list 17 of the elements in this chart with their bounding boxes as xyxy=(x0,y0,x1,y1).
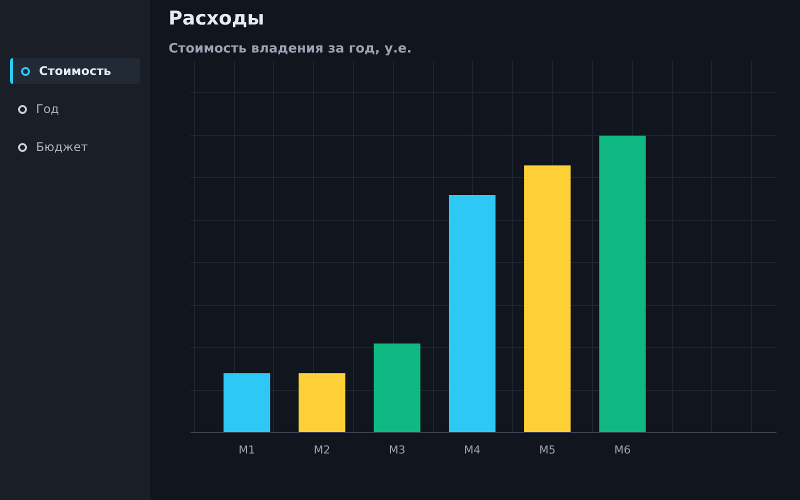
chart-subtitle: Стоимость владения за год, у.е. xyxy=(168,42,412,56)
bar xyxy=(224,373,270,432)
x-tick-label: M2 xyxy=(314,444,330,456)
x-tick-label: M5 xyxy=(539,444,556,456)
chart-title: Расходы xyxy=(168,8,264,30)
text: Стоимость xyxy=(10,58,140,84)
bar xyxy=(524,165,571,432)
x-tick-label: M1 xyxy=(238,444,256,456)
bar xyxy=(298,373,346,432)
bar xyxy=(448,195,496,432)
text: Год xyxy=(35,101,60,118)
x-tick-label: M4 xyxy=(464,444,480,456)
x-tick-label: M6 xyxy=(614,444,631,456)
x-tick-label: M3 xyxy=(388,444,406,456)
text: Бюджет xyxy=(35,139,89,156)
bar xyxy=(374,343,420,432)
bar xyxy=(599,136,646,432)
